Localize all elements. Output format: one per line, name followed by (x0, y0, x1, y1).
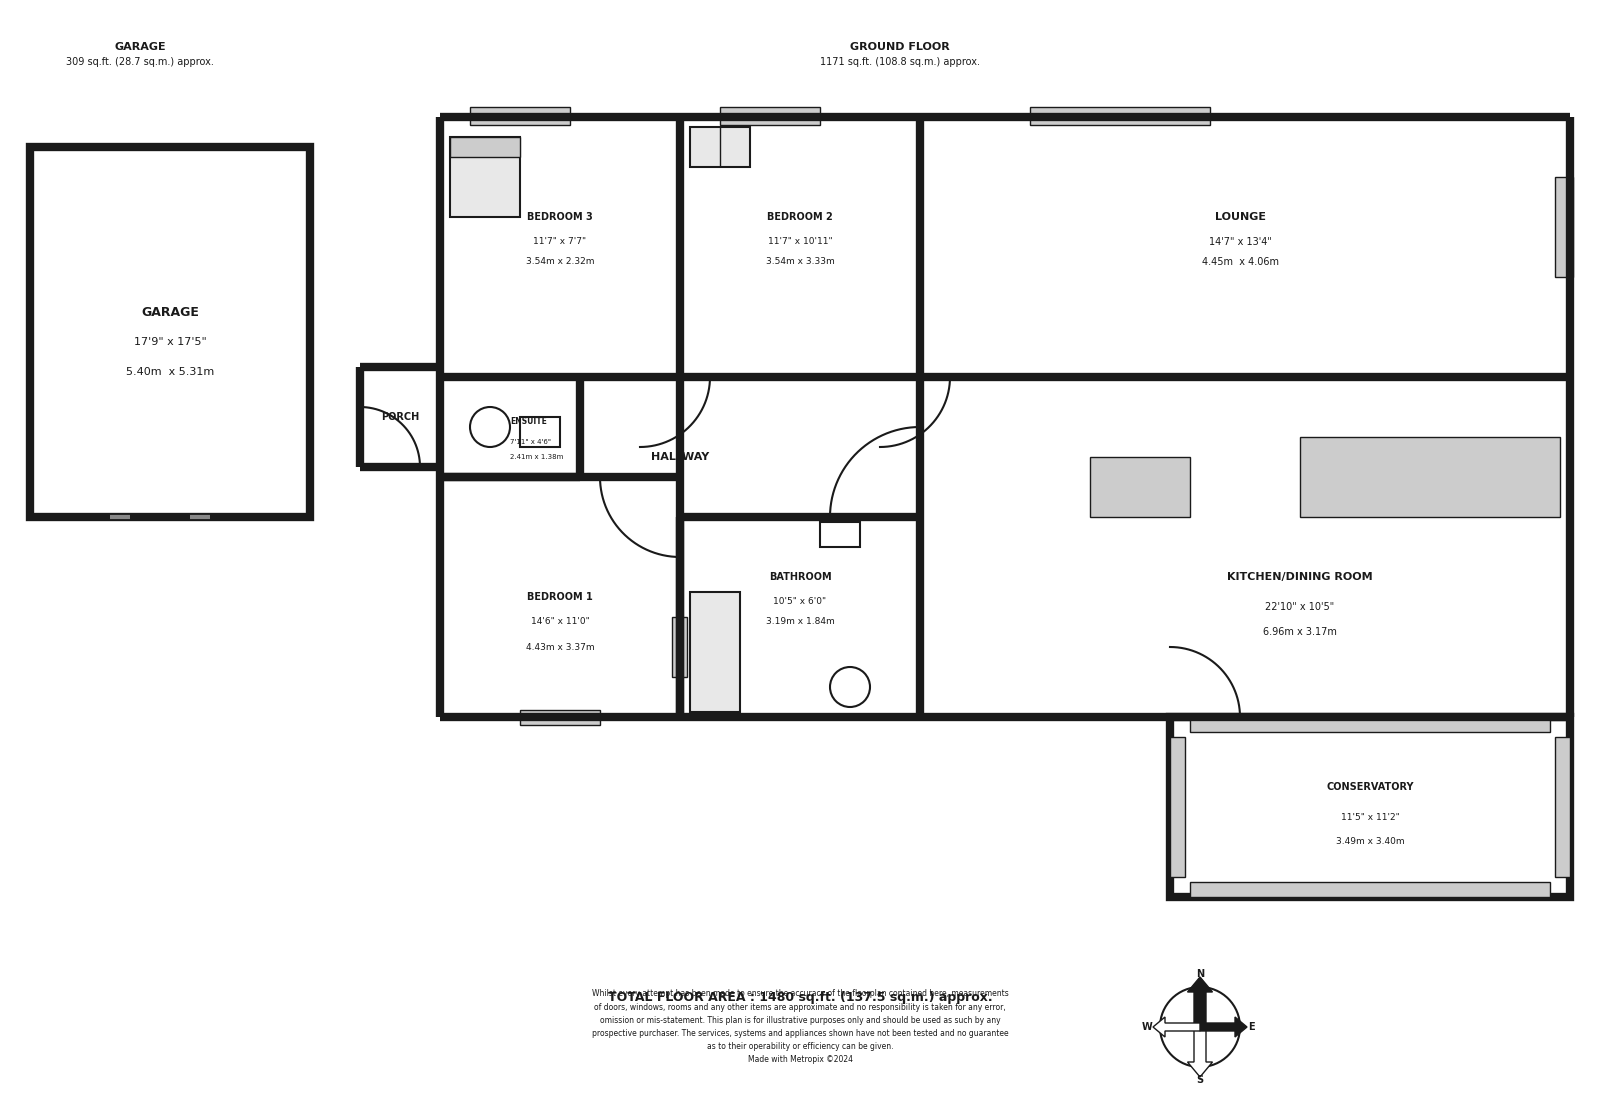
Bar (30, 147, 310, 517)
Text: E: E (1248, 1022, 1254, 1032)
Text: 14'7" x 13'4": 14'7" x 13'4" (1208, 237, 1272, 247)
Bar (1190, 882, 1550, 897)
Bar (450, 137, 520, 217)
Bar (819, 522, 861, 547)
Text: S: S (1197, 1075, 1203, 1085)
Text: PORCH: PORCH (381, 412, 419, 422)
Text: 5.40m  x 5.31m: 5.40m x 5.31m (126, 367, 214, 377)
FancyArrow shape (1200, 1017, 1246, 1037)
Bar (1555, 177, 1573, 278)
Text: LOUNGE: LOUNGE (1214, 212, 1266, 222)
Bar (1030, 108, 1210, 125)
Bar (1090, 457, 1190, 517)
Text: 3.54m x 3.33m: 3.54m x 3.33m (766, 258, 834, 267)
FancyArrow shape (1154, 1017, 1200, 1037)
Bar (1555, 737, 1570, 877)
Bar (1299, 437, 1560, 517)
Text: 14'6" x 11'0": 14'6" x 11'0" (531, 618, 589, 626)
Text: 3.54m x 2.32m: 3.54m x 2.32m (526, 258, 594, 267)
Text: BEDROOM 1: BEDROOM 1 (526, 592, 594, 602)
Text: 3.19m x 1.84m: 3.19m x 1.84m (766, 618, 834, 626)
Text: 3.49m x 3.40m: 3.49m x 3.40m (1336, 837, 1405, 847)
FancyArrow shape (1187, 1027, 1213, 1077)
Text: 1171 sq.ft. (108.8 sq.m.) approx.: 1171 sq.ft. (108.8 sq.m.) approx. (819, 57, 979, 67)
Bar (470, 108, 570, 125)
Text: HALLWAY: HALLWAY (651, 452, 709, 462)
Bar (1170, 717, 1570, 897)
Bar (1190, 717, 1550, 732)
Text: 22'10" x 10'5": 22'10" x 10'5" (1266, 602, 1334, 612)
Bar (720, 108, 819, 125)
Text: CONSERVATORY: CONSERVATORY (1326, 782, 1414, 792)
Bar (450, 137, 520, 157)
FancyArrow shape (1187, 977, 1213, 1027)
Text: 2.41m x 1.38m: 2.41m x 1.38m (510, 454, 563, 460)
Text: Whilst every attempt has been made to ensure the accuracy of the floorplan conta: Whilst every attempt has been made to en… (592, 989, 1008, 1064)
Text: 7'11" x 4'6": 7'11" x 4'6" (510, 439, 550, 445)
Text: 4.45m  x 4.06m: 4.45m x 4.06m (1202, 257, 1278, 267)
Text: BATHROOM: BATHROOM (768, 572, 832, 583)
Text: GARAGE: GARAGE (114, 42, 166, 52)
Bar (1170, 737, 1186, 877)
Text: 11'7" x 7'7": 11'7" x 7'7" (533, 237, 587, 247)
Bar (520, 417, 560, 446)
Text: 11'7" x 10'11": 11'7" x 10'11" (768, 237, 832, 247)
Text: 17'9" x 17'5": 17'9" x 17'5" (134, 337, 206, 347)
Text: 6.96m x 3.17m: 6.96m x 3.17m (1262, 627, 1338, 637)
Text: 10'5" x 6'0": 10'5" x 6'0" (773, 598, 827, 607)
Text: 4.43m x 3.37m: 4.43m x 3.37m (526, 643, 594, 652)
Bar (672, 617, 686, 677)
Bar (690, 592, 739, 712)
Text: KITCHEN/DINING ROOM: KITCHEN/DINING ROOM (1227, 572, 1373, 583)
Text: GROUND FLOOR: GROUND FLOOR (850, 42, 950, 52)
Text: BEDROOM 3: BEDROOM 3 (526, 212, 594, 222)
Text: GARAGE: GARAGE (141, 305, 198, 318)
Bar (690, 127, 750, 167)
Text: N: N (1195, 969, 1205, 979)
Text: ENSUITE: ENSUITE (510, 418, 547, 427)
Text: 11'5" x 11'2": 11'5" x 11'2" (1341, 813, 1400, 822)
Text: W: W (1141, 1022, 1152, 1032)
Text: 309 sq.ft. (28.7 sq.m.) approx.: 309 sq.ft. (28.7 sq.m.) approx. (66, 57, 214, 67)
Text: TOTAL FLOOR AREA : 1480 sq.ft. (137.5 sq.m.) approx.: TOTAL FLOOR AREA : 1480 sq.ft. (137.5 sq… (608, 991, 992, 1004)
Bar (520, 710, 600, 725)
Text: BEDROOM 2: BEDROOM 2 (766, 212, 834, 222)
